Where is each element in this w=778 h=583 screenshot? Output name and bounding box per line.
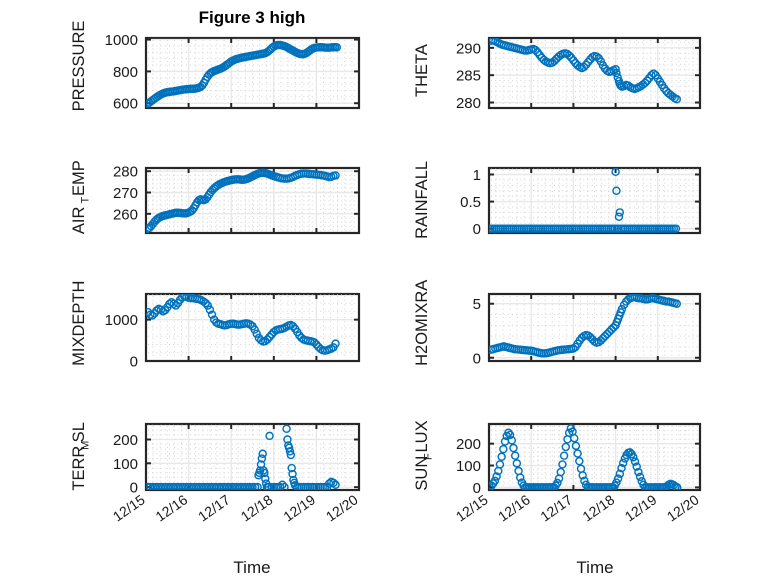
y-tick-label: 280	[456, 95, 481, 112]
y-tick-label: 600	[113, 96, 138, 113]
y-tick-label: 0	[473, 480, 481, 497]
y-tick-label: 100	[113, 456, 138, 473]
svg-text:TERR: TERR	[70, 446, 88, 491]
svg-text:SUN: SUN	[413, 456, 431, 491]
data-series-SUN_FLUX	[489, 424, 682, 490]
figure-title: Figure 3 high	[199, 8, 306, 27]
data-series-PRESSURE	[146, 40, 342, 108]
y-tick-label: 1000	[105, 312, 138, 329]
tick-marks	[488, 294, 701, 361]
y-tick-label: 0	[130, 480, 138, 497]
svg-text:AIR: AIR	[70, 207, 88, 235]
y-tick-label: 800	[113, 64, 138, 81]
svg-text:SL: SL	[70, 422, 88, 442]
data-series-THETA	[489, 38, 682, 104]
y-tick-label: 0.5	[460, 194, 481, 211]
data-series-AIR_TEMP	[146, 168, 340, 233]
y-tick-label: 285	[456, 68, 481, 85]
y-tick-label: 0	[473, 221, 481, 238]
x-axis-label-right: Time	[576, 558, 613, 577]
y-tick-label: 280	[113, 164, 138, 181]
y-tick-label: 290	[456, 40, 481, 57]
subplot-row2-col2: 0 0.5 1 RAINFALL	[413, 161, 702, 239]
svg-text:H2OMIXRA: H2OMIXRA	[413, 280, 431, 366]
tick-marks	[488, 38, 701, 108]
y-tick-label: 200	[113, 432, 138, 449]
data-series-RAINFALL	[489, 168, 681, 233]
subplot-row1-col1: 600 800 1000 PRESSURE	[70, 21, 361, 113]
y-tick-label: 1000	[105, 32, 138, 49]
svg-text:THETA: THETA	[413, 44, 431, 97]
y-axis-label: MIXDEPTH	[70, 281, 88, 366]
major-grid	[146, 38, 359, 108]
svg-text:RAINFALL: RAINFALL	[413, 161, 431, 239]
y-axis-label: H2OMIXRA	[413, 280, 431, 366]
y-tick-label: 260	[113, 206, 138, 223]
minor-grid	[491, 425, 698, 488]
minor-grid	[491, 168, 698, 231]
svg-text:LUX: LUX	[413, 420, 431, 452]
svg-text:PRESSURE: PRESSURE	[70, 21, 88, 112]
data-series-MIXDEPTH	[146, 294, 340, 355]
y-axis-label: PRESSURE	[70, 21, 88, 112]
svg-text:T: T	[80, 197, 92, 204]
y-tick-label: 5	[473, 296, 481, 313]
svg-text:MIXDEPTH: MIXDEPTH	[70, 281, 88, 366]
svg-text:F: F	[423, 453, 435, 460]
y-tick-label: 0	[473, 350, 481, 367]
subplot-row3-col1: 0 1000 MIXDEPTH	[70, 281, 361, 371]
y-axis-label: RAINFALL	[413, 161, 431, 239]
y-tick-label: 1	[473, 167, 481, 184]
subplot-row3-col2: 0 5 H2OMIXRA	[413, 280, 702, 367]
y-tick-label: 0	[130, 354, 138, 371]
data-series-H2OMIXRA	[489, 294, 682, 358]
y-tick-label: 270	[113, 185, 138, 202]
svg-text:M: M	[80, 441, 92, 450]
y-axis-label: THETA	[413, 44, 431, 97]
x-axis-label-left: Time	[233, 558, 270, 577]
svg-text:EMP: EMP	[70, 160, 88, 196]
y-tick-label: 200	[456, 436, 481, 453]
subplot-row1-col2: 280 285 290 THETA	[413, 36, 702, 112]
data-series-TERR_MSL	[146, 424, 340, 490]
y-tick-label: 100	[456, 458, 481, 475]
tick-marks	[145, 294, 360, 362]
